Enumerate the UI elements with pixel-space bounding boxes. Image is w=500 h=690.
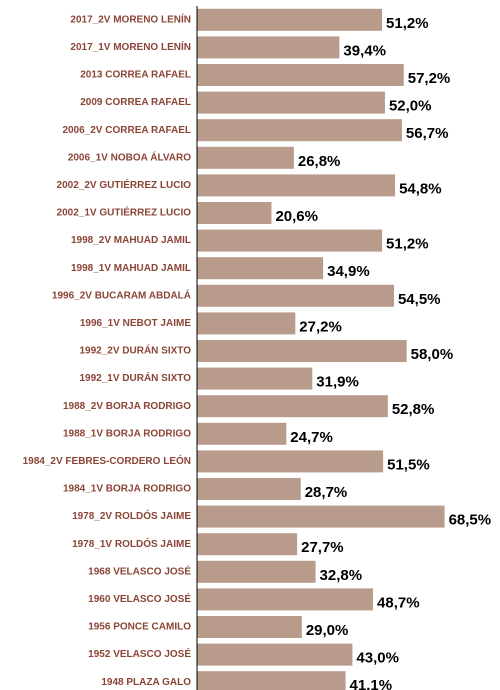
category-label: 1988_1V BORJA RODRIGO <box>63 428 191 439</box>
category-label: 2002_1V GUTIÉRREZ LUCIO <box>57 206 192 219</box>
category-label: 1996_1V NEBOT JAIME <box>80 318 191 329</box>
category-label: 2006_1V NOBOA ÁLVARO <box>68 150 191 163</box>
bar <box>197 312 296 335</box>
bar <box>197 91 385 114</box>
value-label: 32,8% <box>320 567 363 584</box>
category-label: 1968 VELASCO JOSÉ <box>88 564 191 577</box>
bar <box>197 119 402 142</box>
category-label: 1998_2V MAHUAD JAMIL <box>71 235 191 246</box>
value-label: 43,0% <box>356 650 399 667</box>
value-label: 52,0% <box>389 98 432 115</box>
bar <box>197 174 396 197</box>
category-label: 1992_2V DURÁN SIXTO <box>79 344 191 357</box>
category-label: 2013 CORREA RAFAEL <box>80 70 191 81</box>
category-label: 1956 PONCE CAMILO <box>88 622 191 633</box>
bar <box>197 478 301 500</box>
bar <box>197 616 302 638</box>
category-label: 1998_1V MAHUAD JAMIL <box>71 263 191 274</box>
category-label: 1984_1V BORJA RODRIGO <box>63 484 191 495</box>
value-label: 27,2% <box>299 318 342 335</box>
value-label: 57,2% <box>408 70 451 87</box>
value-label: 51,2% <box>386 15 429 32</box>
bar <box>197 671 346 690</box>
bar <box>197 146 294 169</box>
bar <box>197 588 374 611</box>
category-label: 1952 VELASCO JOSÉ <box>88 647 191 660</box>
value-label: 68,5% <box>449 512 492 529</box>
value-label: 48,7% <box>377 594 420 611</box>
category-label: 1996_2V BUCARAM ABDALÁ <box>52 288 191 301</box>
category-label: 2006_2V CORREA RAFAEL <box>62 125 191 136</box>
value-label: 52,8% <box>392 401 435 418</box>
category-label: 1948 PLAZA GALO <box>101 677 191 688</box>
bar <box>197 36 340 59</box>
bar <box>197 257 324 280</box>
bar <box>197 229 383 252</box>
category-label: 2017_1V MORENO LENÍN <box>70 40 191 53</box>
bar <box>197 202 272 224</box>
category-label: 1992_1V DURÁN SIXTO <box>79 371 191 384</box>
value-label: 54,8% <box>399 180 442 197</box>
value-label: 24,7% <box>290 429 333 446</box>
value-label: 56,7% <box>406 125 449 142</box>
value-label: 27,7% <box>301 539 344 556</box>
bar <box>197 64 404 86</box>
value-label: 39,4% <box>343 42 386 59</box>
bar <box>197 340 407 362</box>
bar <box>197 395 388 418</box>
bar <box>197 8 383 31</box>
category-label: 1978_1V ROLDÓS JAIME <box>72 537 191 550</box>
category-label: 1988_2V BORJA RODRIGO <box>63 401 191 412</box>
bar <box>197 643 353 666</box>
bar <box>197 367 313 390</box>
category-label: 1984_2V FEBRES-CORDERO LEÓN <box>23 454 191 467</box>
value-label: 20,6% <box>275 208 318 225</box>
value-label: 29,0% <box>306 622 349 639</box>
bar <box>197 533 298 556</box>
category-label: 2002_2V GUTIÉRREZ LUCIO <box>57 178 192 191</box>
value-label: 58,0% <box>411 346 454 363</box>
bar <box>197 560 316 583</box>
value-label: 41,1% <box>350 677 393 690</box>
value-label: 31,9% <box>316 374 359 391</box>
value-label: 26,8% <box>298 153 341 170</box>
category-label: 2017_2V MORENO LENÍN <box>70 12 191 25</box>
value-label: 51,5% <box>387 456 430 473</box>
value-label: 34,9% <box>327 263 370 280</box>
bar <box>197 505 445 528</box>
bar <box>197 450 384 473</box>
bar <box>197 422 287 445</box>
value-label: 28,7% <box>305 484 348 501</box>
value-label: 54,5% <box>398 291 441 308</box>
category-label: 1978_2V ROLDÓS JAIME <box>72 509 191 522</box>
bar <box>197 284 394 307</box>
category-label: 2009 CORREA RAFAEL <box>80 97 191 108</box>
category-label: 1960 VELASCO JOSÉ <box>88 592 191 605</box>
value-label: 51,2% <box>386 236 429 253</box>
